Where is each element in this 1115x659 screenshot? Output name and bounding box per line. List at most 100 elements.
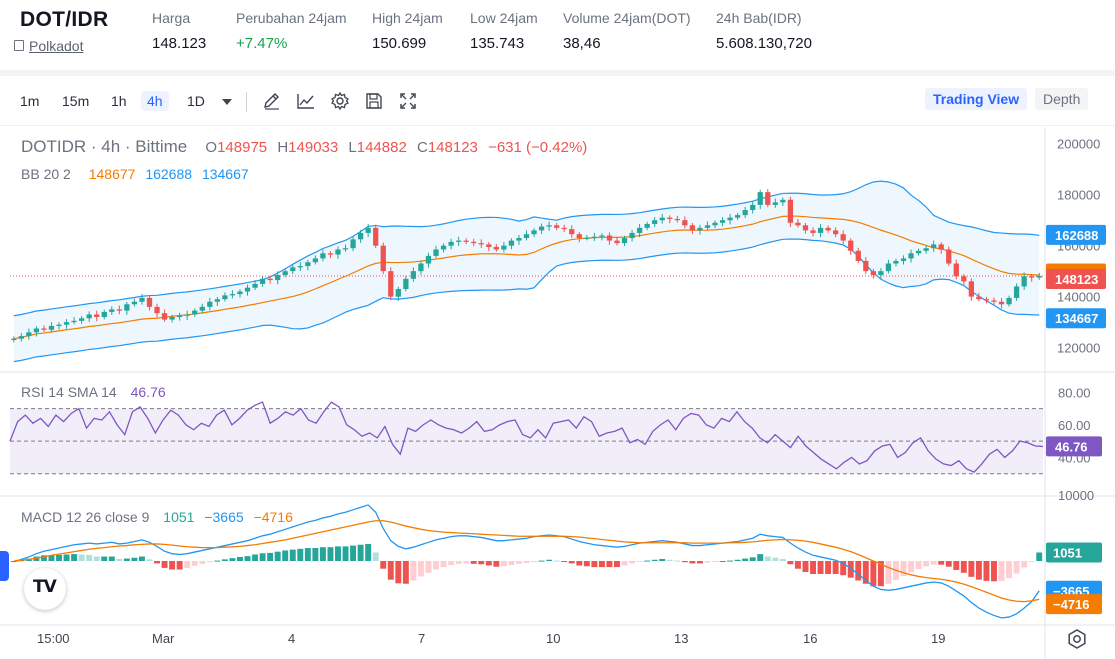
candle bbox=[305, 262, 311, 267]
macd-histogram-bar bbox=[40, 555, 47, 561]
time-axis-tick: 19 bbox=[931, 631, 945, 646]
macd-hist-label: 1051 bbox=[1053, 545, 1082, 560]
macd-histogram-bar bbox=[659, 558, 666, 561]
candle bbox=[448, 241, 454, 246]
macd-histogram-bar bbox=[568, 561, 575, 564]
candle bbox=[169, 317, 175, 320]
open-label: O bbox=[205, 139, 218, 156]
macd-histogram-bar bbox=[48, 555, 55, 561]
candle bbox=[584, 238, 590, 240]
time-axis-tick: 7 bbox=[418, 631, 425, 646]
candle bbox=[177, 315, 183, 318]
macd-histogram-bar bbox=[915, 561, 922, 570]
trading-view-button[interactable]: Trading View bbox=[925, 88, 1028, 110]
candle bbox=[689, 225, 696, 231]
save-icon[interactable] bbox=[364, 91, 384, 111]
draw-icon[interactable] bbox=[262, 91, 282, 111]
price-axis-tick: 180000 bbox=[1057, 188, 1100, 203]
candle bbox=[410, 271, 417, 279]
close-value: 148123 bbox=[427, 139, 478, 156]
macd-histogram-bar bbox=[553, 560, 560, 562]
macd-histogram-bar bbox=[493, 561, 500, 567]
candle bbox=[976, 296, 982, 300]
candle bbox=[109, 309, 115, 312]
macd-histogram-bar bbox=[794, 561, 801, 569]
candle bbox=[18, 336, 24, 339]
macd-histogram-bar bbox=[749, 557, 756, 561]
candle bbox=[290, 267, 296, 272]
macd-histogram-bar bbox=[877, 561, 884, 587]
price-chart[interactable]: 2000001800001600001400001200001626881486… bbox=[0, 127, 1115, 659]
candle bbox=[486, 244, 492, 247]
macd-legend: MACD 12 26 close 9 1051 −3665 −4716 bbox=[21, 509, 299, 525]
candle bbox=[335, 249, 341, 255]
candle bbox=[900, 258, 907, 261]
timeframe-1h[interactable]: 1h bbox=[111, 93, 127, 109]
symbol-label: DOTIDR · 4h · Bittime bbox=[21, 137, 188, 156]
fullscreen-icon[interactable] bbox=[398, 91, 418, 111]
candle bbox=[1036, 275, 1042, 278]
macd-histogram-bar bbox=[312, 548, 319, 561]
chart-canvas[interactable]: 2000001800001600001400001200001626881486… bbox=[0, 127, 1115, 659]
candle bbox=[569, 229, 575, 235]
candle bbox=[139, 297, 145, 302]
candle bbox=[772, 202, 778, 205]
candle bbox=[961, 276, 967, 282]
macd-histogram-bar bbox=[455, 561, 462, 564]
candle bbox=[848, 240, 854, 251]
candle bbox=[531, 230, 537, 235]
macd-histogram-bar bbox=[93, 556, 100, 561]
candle bbox=[840, 234, 846, 241]
coin-link[interactable]: Polkadot bbox=[14, 38, 83, 54]
macd-axis-tick: 10000 bbox=[1058, 488, 1094, 503]
macd-histogram-bar bbox=[606, 561, 613, 568]
candle bbox=[214, 299, 220, 302]
macd-histogram-bar bbox=[365, 543, 372, 561]
stat-change: Perubahan 24jam +7.47% bbox=[236, 10, 347, 52]
toolbar-divider bbox=[246, 92, 247, 112]
candle bbox=[697, 227, 703, 231]
macd-histogram-bar bbox=[176, 561, 183, 570]
change-value: −631 (−0.42%) bbox=[488, 139, 588, 156]
macd-histogram-bar bbox=[900, 561, 907, 577]
stat-label: Perubahan 24jam bbox=[236, 10, 347, 26]
timeframe-1d[interactable]: 1D bbox=[187, 93, 205, 109]
bb-name: BB 20 2 bbox=[21, 166, 71, 182]
depth-button[interactable]: Depth bbox=[1035, 88, 1089, 110]
macd-histogram-bar bbox=[289, 549, 296, 561]
chart-settings-icon[interactable] bbox=[1066, 628, 1088, 650]
macd-histogram-bar bbox=[802, 561, 809, 572]
candle bbox=[207, 301, 213, 307]
high-label: H bbox=[277, 139, 289, 156]
chevron-down-icon[interactable] bbox=[222, 99, 232, 105]
side-panel-toggle[interactable] bbox=[0, 551, 9, 581]
candle bbox=[199, 306, 205, 311]
stat-label: Volume 24jam(DOT) bbox=[563, 10, 691, 26]
macd-histogram-bar bbox=[146, 559, 153, 561]
macd-histogram-bar bbox=[71, 554, 78, 561]
time-axis-tick: 16 bbox=[803, 631, 817, 646]
high-value: 149033 bbox=[288, 139, 339, 156]
tradingview-logo[interactable]: TV bbox=[24, 568, 66, 610]
indicator-icon[interactable] bbox=[296, 91, 316, 111]
macd-histogram-bar bbox=[908, 561, 915, 573]
candle bbox=[455, 240, 462, 242]
stat-label: 24h Bab(IDR) bbox=[716, 10, 802, 26]
settings-gear-icon[interactable] bbox=[330, 91, 350, 111]
timeframe-15m[interactable]: 15m bbox=[62, 93, 90, 109]
rsi-value-label-bg bbox=[1046, 436, 1102, 457]
candle bbox=[787, 199, 794, 223]
candle bbox=[71, 320, 77, 323]
candle bbox=[33, 328, 40, 333]
candle bbox=[48, 325, 55, 330]
macd-histogram-bar bbox=[689, 561, 696, 564]
macd-histogram-bar bbox=[108, 556, 115, 561]
timeframe-1m[interactable]: 1m bbox=[20, 93, 40, 109]
candle bbox=[350, 239, 356, 249]
candle bbox=[1006, 297, 1012, 305]
macd-histogram-bar bbox=[538, 560, 545, 562]
candle bbox=[267, 278, 273, 281]
candle bbox=[923, 248, 929, 251]
candle bbox=[629, 232, 635, 239]
timeframe-4h[interactable]: 4h bbox=[141, 91, 169, 111]
